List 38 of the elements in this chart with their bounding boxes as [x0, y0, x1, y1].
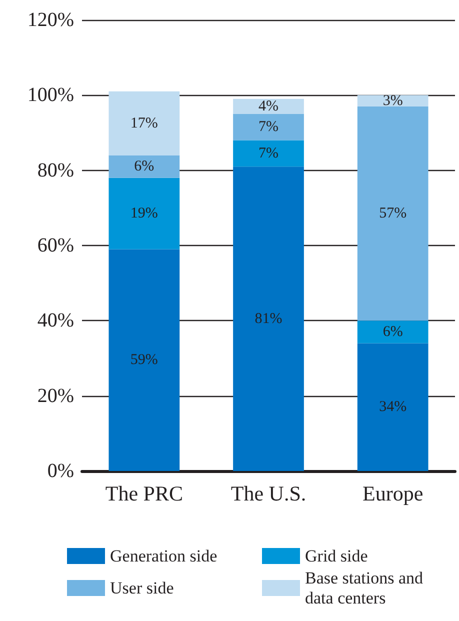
bar [357, 106, 428, 321]
legend-label: Grid side [305, 546, 368, 566]
legend-label: User side [110, 578, 174, 598]
y-tick-label: 0% [47, 460, 74, 482]
bar [108, 155, 180, 178]
bar [357, 95, 428, 106]
bar [357, 343, 428, 471]
bar [108, 249, 180, 471]
data-label: 3% [382, 92, 403, 109]
y-tick-label: 60% [37, 234, 74, 256]
data-label: 7% [258, 119, 278, 136]
legend-label: Generation side [110, 546, 218, 566]
y-tick-label: 40% [37, 310, 74, 332]
bar [233, 114, 304, 140]
x-tick-label: The PRC [105, 482, 183, 506]
y-tick-label: 120% [27, 9, 74, 31]
y-tick-label: 100% [27, 84, 74, 106]
data-label: 81% [254, 310, 282, 327]
data-label: 7% [258, 145, 278, 162]
x-tick-label: The U.S. [230, 482, 306, 506]
bar [357, 320, 428, 344]
data-label: 17% [130, 115, 158, 132]
bar [233, 98, 304, 114]
y-tick-label: 80% [37, 159, 74, 182]
data-label: 57% [379, 206, 407, 222]
bar [233, 166, 304, 471]
data-label: 4% [258, 98, 278, 114]
data-label: 6% [382, 324, 403, 340]
legend-label: Base stations and data centers [305, 568, 428, 608]
data-label: 6% [134, 158, 154, 175]
bar [108, 91, 180, 156]
data-label: 34% [379, 399, 407, 416]
bar [108, 178, 180, 250]
data-label: 59% [130, 352, 158, 368]
y-tick-label: 20% [37, 384, 74, 407]
x-tick-label: Europe [362, 482, 424, 506]
data-label: 19% [130, 206, 158, 222]
bar [233, 140, 304, 167]
